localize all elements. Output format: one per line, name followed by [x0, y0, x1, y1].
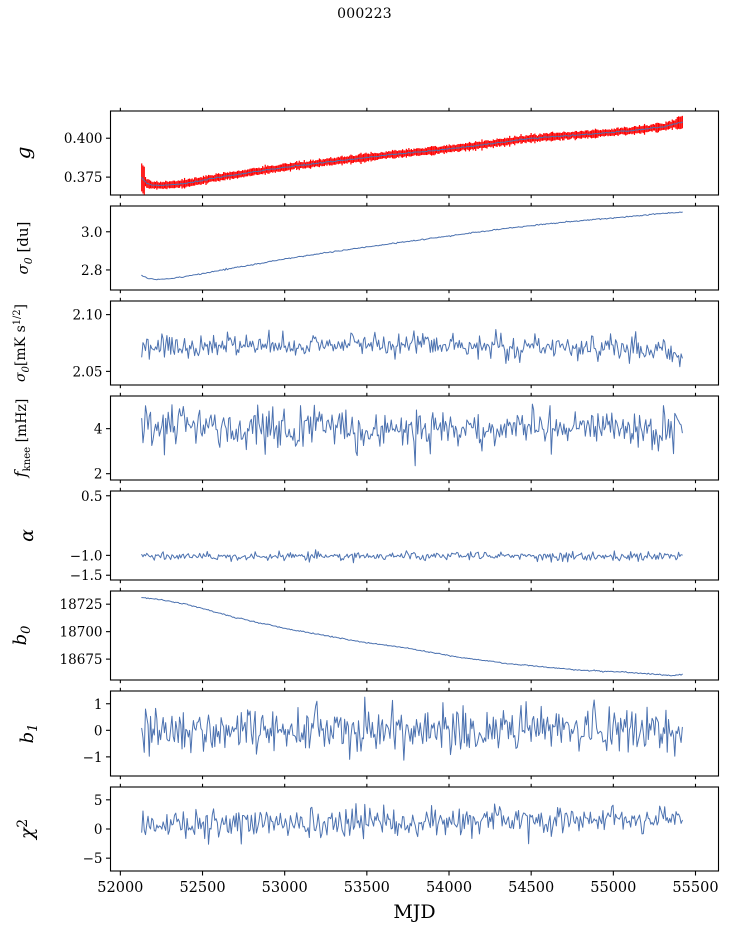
y-tick-label: 0.375 [64, 170, 103, 186]
y-tick-label: 4 [94, 422, 103, 438]
x-tick-label: 53500 [344, 880, 390, 896]
y-axis-label-panel-8: χ2 [15, 819, 38, 841]
y-tick-label: 1 [94, 697, 103, 713]
y-tick-label: 2 [94, 467, 103, 483]
y-tick-label: 5 [94, 793, 103, 809]
x-tick-label: 55500 [672, 880, 718, 896]
y-axis-label-panel-2: σ0 [du] [14, 222, 35, 275]
panel-6: 18675 18700 18725 [60, 587, 720, 684]
panel-4: 24 [94, 392, 720, 484]
data-line-alpha [141, 549, 683, 564]
y-tick-label: 18700 [60, 625, 103, 641]
y-axis-label-panel-1: g [11, 147, 35, 160]
panel-frame [109, 490, 720, 581]
y-tick-label: 3.0 [81, 225, 102, 241]
y-axis-label-panel-4: fknee [mHz] [11, 399, 33, 479]
x-tick-label: 55000 [590, 880, 636, 896]
panel-8: 52000 52500 53000 53500 54000 54500 55000 55500… [83, 783, 720, 896]
x-tick-label: 52500 [179, 880, 225, 896]
y-tick-label: 0.5 [81, 489, 102, 505]
panel-frame [109, 205, 720, 291]
data-line-b0 [141, 597, 683, 677]
y-tick-label: 0.400 [64, 131, 103, 147]
y-tick-label: 2.10 [72, 308, 102, 324]
panel-1: 0.375 0.400 [64, 107, 720, 199]
data-line-f-knee [141, 403, 683, 467]
panel-5: 0.5 −1.0 −1.5 [70, 487, 720, 584]
x-axis-label: MJD [393, 901, 435, 923]
data-line-b1 [141, 696, 683, 761]
panel-frame [109, 786, 720, 872]
y-axis-label-panel-5: α [16, 529, 38, 542]
y-tick-label: 18725 [60, 597, 103, 613]
x-tick-label: 54500 [508, 880, 554, 896]
y-tick-label: 2.8 [81, 263, 102, 279]
y-axis-label-panel-6: b0 [10, 626, 34, 646]
y-tick-label: 2.05 [72, 364, 102, 380]
y-tick-label: 0 [94, 822, 103, 838]
data-line-chi2 [141, 803, 683, 845]
y-tick-label: −1 [83, 750, 103, 766]
y-tick-label: 18675 [60, 652, 103, 668]
data-line-sigma0-mK [141, 329, 683, 368]
y-tick-label: −1.0 [70, 548, 103, 564]
x-tick-label: 53000 [262, 880, 308, 896]
figure-title: 000223 [337, 6, 392, 22]
x-tick-label: 52000 [97, 880, 143, 896]
y-axis-label-panel-3: σ0[mK s1/2] [12, 304, 32, 382]
y-axis-label-panel-7: b1 [17, 724, 41, 744]
panel-frame [109, 395, 720, 481]
y-tick-label: −1.5 [70, 568, 103, 584]
panel-2: 2.8 3.0 [81, 202, 720, 294]
panel-7: 1 0 −1 [83, 687, 720, 780]
panel-frame [109, 590, 720, 681]
data-line-gain [141, 121, 683, 187]
y-tick-label: −5 [83, 851, 103, 867]
y-tick-label: 0 [94, 723, 103, 739]
data-line-sigma0-du [141, 211, 683, 281]
panel-3: 2.05 2.10 [72, 297, 720, 389]
x-tick-label: 54000 [426, 880, 472, 896]
